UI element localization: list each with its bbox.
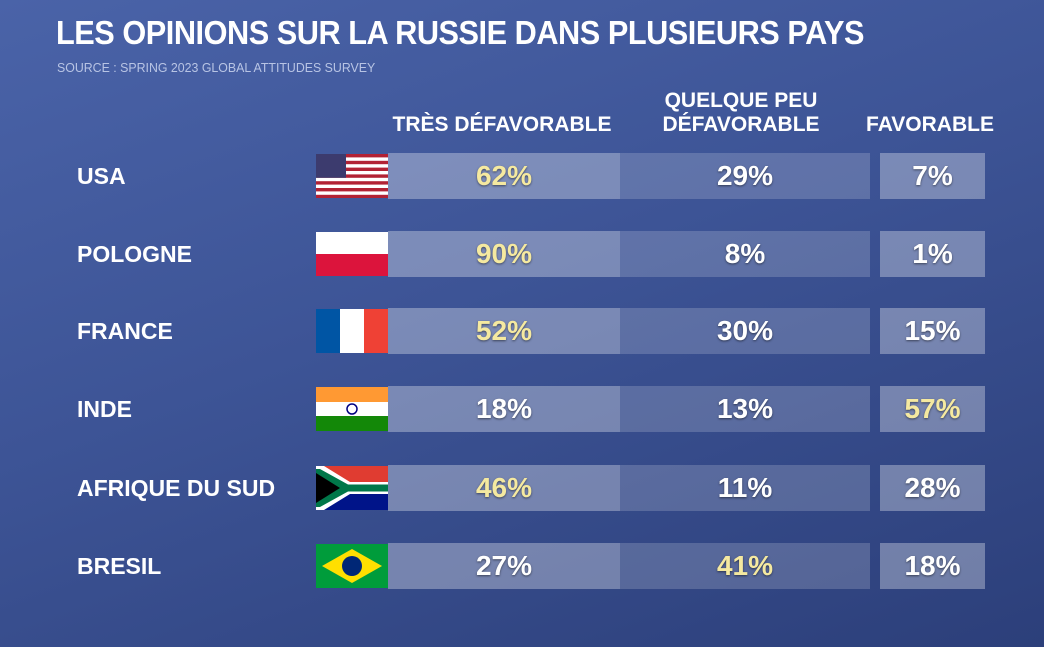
cell: 1%: [880, 231, 985, 277]
source: SOURCE : SPRING 2023 GLOBAL ATTITUDES SU…: [57, 60, 376, 75]
column-header: TRÈS DÉFAVORABLE: [392, 113, 612, 136]
cell: 27%: [388, 543, 620, 589]
cell: 30%: [620, 308, 870, 354]
flag-usa: [316, 154, 388, 198]
cell: 13%: [620, 386, 870, 432]
cell: 7%: [880, 153, 985, 199]
country: INDE: [77, 396, 132, 422]
cell: 8%: [620, 231, 870, 277]
country: FRANCE: [77, 318, 173, 344]
cell: 41%: [620, 543, 870, 589]
cell: 57%: [880, 386, 985, 432]
cell: 29%: [620, 153, 870, 199]
table-row: FRANCE 52% 30% 15%: [0, 308, 1044, 354]
cell: 15%: [880, 308, 985, 354]
table-row: BRESIL 27% 41% 18%: [0, 543, 1044, 589]
title: LES OPINIONS SUR LA RUSSIE DANS PLUSIEUR…: [56, 14, 864, 51]
country: POLOGNE: [77, 241, 193, 267]
cell: 11%: [620, 465, 870, 511]
country: BRESIL: [77, 553, 162, 579]
flag-france: [316, 309, 388, 353]
cell: 52%: [388, 308, 620, 354]
column-header: QUELQUE PEU DÉFAVORABLE: [662, 89, 820, 136]
cell: 90%: [388, 231, 620, 277]
country: USA: [77, 163, 126, 189]
cell: 62%: [388, 153, 620, 199]
cell: 18%: [880, 543, 985, 589]
table-row: AFRIQUE DU SUD 46% 11% 28%: [0, 465, 1044, 511]
flag-poland: [316, 232, 388, 276]
table-row: POLOGNE 90% 8% 1%: [0, 231, 1044, 277]
table-row: INDE 18% 13% 57%: [0, 386, 1044, 432]
country: AFRIQUE DU SUD: [77, 475, 276, 501]
flag-india: [316, 387, 388, 431]
column-header: FAVORABLE: [866, 113, 994, 136]
flag-south-africa: [316, 466, 388, 510]
cell: 18%: [388, 386, 620, 432]
flag-brazil: [316, 544, 388, 588]
cell: 46%: [388, 465, 620, 511]
cell: 28%: [880, 465, 985, 511]
table-row: USA 62% 29% 7%: [0, 153, 1044, 199]
